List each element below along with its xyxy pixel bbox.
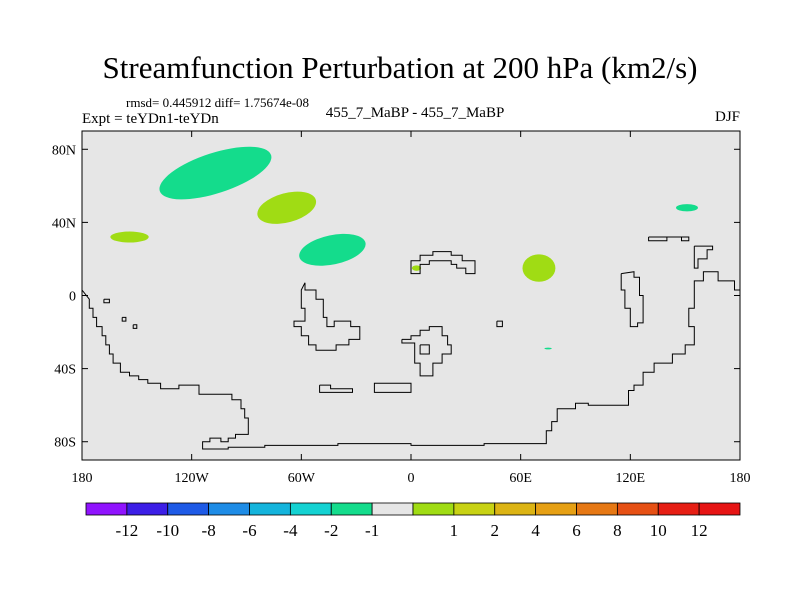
colorbar-box-9 (453, 502, 496, 516)
anomaly-2 (299, 233, 366, 266)
coastline-5 (401, 326, 452, 377)
anomaly-1 (257, 191, 317, 224)
colorbar-box-1 (126, 502, 169, 516)
coastline-13 (132, 324, 138, 329)
coastline-7 (410, 251, 476, 275)
x-tick-label-0: 180 (72, 471, 93, 486)
coastline-4 (373, 382, 412, 393)
anomaly-6 (411, 265, 422, 271)
coastline-8 (648, 236, 690, 242)
colorbar-box-6 (330, 502, 373, 516)
colorbar-box-8 (412, 502, 455, 516)
colorbar-label-3: -6 (242, 521, 256, 540)
axis-ticks: 180 120W 60W 0 60E 120E 180 80N 40N 0 40S 80S (52, 131, 751, 486)
colorbar-label-6: -1 (365, 521, 379, 540)
colorbar-label-8: 2 (491, 521, 500, 540)
x-tick-label-1: 120W (175, 471, 210, 486)
coastline-6 (419, 344, 430, 355)
colorbar-box-4 (249, 502, 291, 516)
colorbar-label-12: 10 (650, 521, 667, 540)
coastline-10 (620, 271, 644, 328)
y-tick-label-3: 40S (54, 363, 76, 378)
colorbar-label-1: -10 (156, 521, 179, 540)
plot-title: Streamfunction Perturbation at 200 hPa (… (102, 50, 698, 85)
colorbar-box-11 (535, 502, 577, 516)
experiment-label: Expt = teYDn1-teYDn (82, 111, 219, 127)
colorbar-label-10: 6 (572, 521, 581, 540)
coastline-9 (693, 245, 714, 269)
anomaly-layer (110, 146, 698, 350)
colorbar-label-4: -4 (283, 521, 298, 540)
x-tick-label-2: 60W (288, 471, 316, 486)
x-tick-label-5: 120E (616, 471, 646, 486)
anomaly-4 (522, 254, 556, 282)
anomaly-7 (544, 347, 552, 350)
colorbar-label-11: 8 (613, 521, 622, 540)
season-label: DJF (714, 109, 740, 125)
y-tick-label-2: 0 (69, 290, 76, 305)
coastline-14 (496, 320, 503, 328)
coastline-3 (319, 384, 353, 393)
colorbar-label-9: 4 (531, 521, 540, 540)
x-tick-label-3: 0 (408, 471, 415, 486)
colorbar-box-5 (289, 502, 332, 516)
anomaly-3 (110, 231, 149, 243)
x-tick-label-4: 60E (509, 471, 532, 486)
colorbar-box-0 (85, 502, 128, 516)
colorbar: -12 -10 -8 -6 -4 -2 -1 1 2 4 6 8 10 12 (85, 502, 741, 540)
colorbar-box-13 (616, 502, 659, 516)
center-label: 455_7_MaBP - 455_7_MaBP (325, 105, 505, 121)
y-tick-label-4: 80S (54, 436, 76, 451)
coastline-11 (103, 298, 110, 304)
coastline-0 (82, 271, 740, 450)
x-tick-label-6: 180 (730, 471, 751, 486)
y-tick-label-1: 40N (52, 216, 76, 231)
stats-line: rmsd= 0.445912 diff= 1.75674e-08 (126, 95, 310, 110)
colorbar-label-5: -2 (324, 521, 338, 540)
coastline-2 (293, 282, 361, 351)
colorbar-box-10 (494, 502, 537, 516)
colorbar-label-2: -8 (202, 521, 216, 540)
colorbar-label-13: 12 (691, 521, 708, 540)
y-tick-label-0: 80N (52, 143, 76, 158)
colorbar-label-7: 1 (450, 521, 459, 540)
coastline-12 (121, 316, 127, 322)
colorbar-box-12 (576, 502, 618, 516)
coastline-layer (82, 236, 740, 450)
anomaly-5 (676, 204, 698, 212)
colorbar-box-2 (167, 502, 210, 516)
colorbar-box-3 (208, 502, 250, 516)
colorbar-box-7 (371, 502, 414, 516)
anomaly-0 (159, 146, 272, 200)
colorbar-label-0: -12 (116, 521, 139, 540)
colorbar-box-14 (657, 502, 700, 516)
colorbar-box-15 (698, 502, 741, 516)
